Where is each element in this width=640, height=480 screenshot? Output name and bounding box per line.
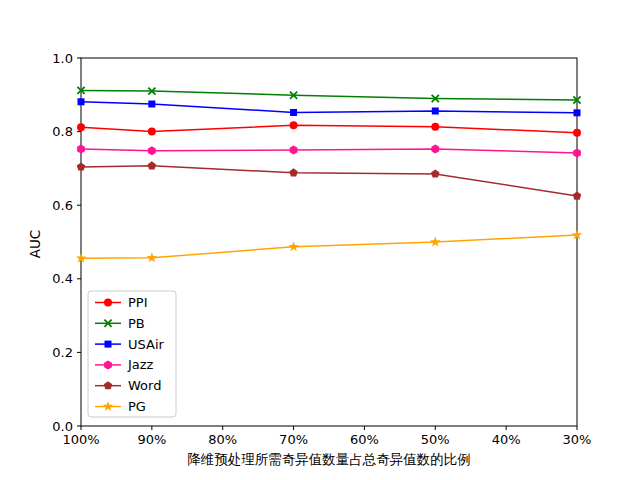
x-tick-label: 60% xyxy=(350,432,379,447)
legend-marker-PPI xyxy=(104,299,112,307)
series-PPI xyxy=(77,121,581,136)
data-point-Jazz xyxy=(148,146,156,155)
data-point-PPI xyxy=(431,123,439,131)
data-point-Jazz xyxy=(290,146,298,155)
figure: 100% 90% 80% 70% 60% 50% 40% 30% 0.0 0.2 0.4 0.6 0.8… xyxy=(0,0,640,480)
series-line-PB xyxy=(81,90,577,100)
y-tick-label: 0.4 xyxy=(52,271,73,286)
x-tick-label: 80% xyxy=(208,432,237,447)
y-axis-label: AUC xyxy=(27,163,43,325)
data-point-Jazz xyxy=(573,148,581,157)
data-point-Word xyxy=(431,169,440,177)
x-axis-label: 降维预处理所需奇异值数量占总奇异值数的比例 xyxy=(81,451,577,469)
y-tick-label: 0.0 xyxy=(52,419,73,434)
x-tick-label: 40% xyxy=(492,432,521,447)
data-point-PG xyxy=(147,252,157,262)
legend: PPI PB USAir Jazz Word PG xyxy=(88,291,176,417)
data-point-PPI xyxy=(77,123,85,131)
data-point-USAir xyxy=(148,101,155,108)
x-tick-label: 100% xyxy=(62,432,99,447)
data-point-Word xyxy=(573,192,582,200)
data-point-PPI xyxy=(148,128,156,136)
series-PG xyxy=(76,230,582,263)
legend-label-USAir: USAir xyxy=(128,337,165,352)
legend-label-Word: Word xyxy=(128,378,161,393)
series-line-USAir xyxy=(81,102,577,113)
series-line-PG xyxy=(81,235,577,258)
y-axis: 0.0 0.2 0.4 0.6 0.8 1.0 xyxy=(52,51,81,434)
chart-canvas: 100% 90% 80% 70% 60% 50% 40% 30% 0.0 0.2 0.4 0.6 0.8… xyxy=(0,0,640,480)
data-point-PPI xyxy=(573,129,581,137)
x-axis: 100% 90% 80% 70% 60% 50% 40% 30% xyxy=(62,426,591,447)
series-line-Word xyxy=(81,166,577,196)
series-Jazz xyxy=(77,144,581,157)
data-point-Word xyxy=(148,161,157,169)
data-point-Jazz xyxy=(77,144,85,153)
y-tick-label: 1.0 xyxy=(52,51,73,66)
data-point-Jazz xyxy=(431,144,439,153)
data-point-USAir xyxy=(574,109,581,116)
data-point-USAir xyxy=(290,109,297,116)
legend-label-PB: PB xyxy=(128,316,145,331)
data-point-Word xyxy=(289,168,298,176)
legend-marker-USAir xyxy=(105,341,112,348)
y-tick-label: 0.8 xyxy=(52,124,73,139)
data-point-USAir xyxy=(432,107,439,114)
legend-label-Jazz: Jazz xyxy=(127,357,154,372)
series-Word xyxy=(77,161,582,199)
legend-label-PG: PG xyxy=(128,399,146,414)
y-tick-label: 0.2 xyxy=(52,345,73,360)
x-tick-label: 90% xyxy=(137,432,166,447)
data-point-PG xyxy=(288,241,298,251)
legend-label-PPI: PPI xyxy=(128,295,148,310)
data-point-Word xyxy=(77,162,86,170)
data-point-USAir xyxy=(78,98,85,105)
x-tick-label: 50% xyxy=(421,432,450,447)
x-tick-label: 70% xyxy=(279,432,308,447)
y-tick-label: 0.6 xyxy=(52,198,73,213)
data-point-PPI xyxy=(290,121,298,129)
data-point-PG xyxy=(430,237,440,247)
x-tick-label: 30% xyxy=(563,432,592,447)
series-USAir xyxy=(78,98,581,116)
